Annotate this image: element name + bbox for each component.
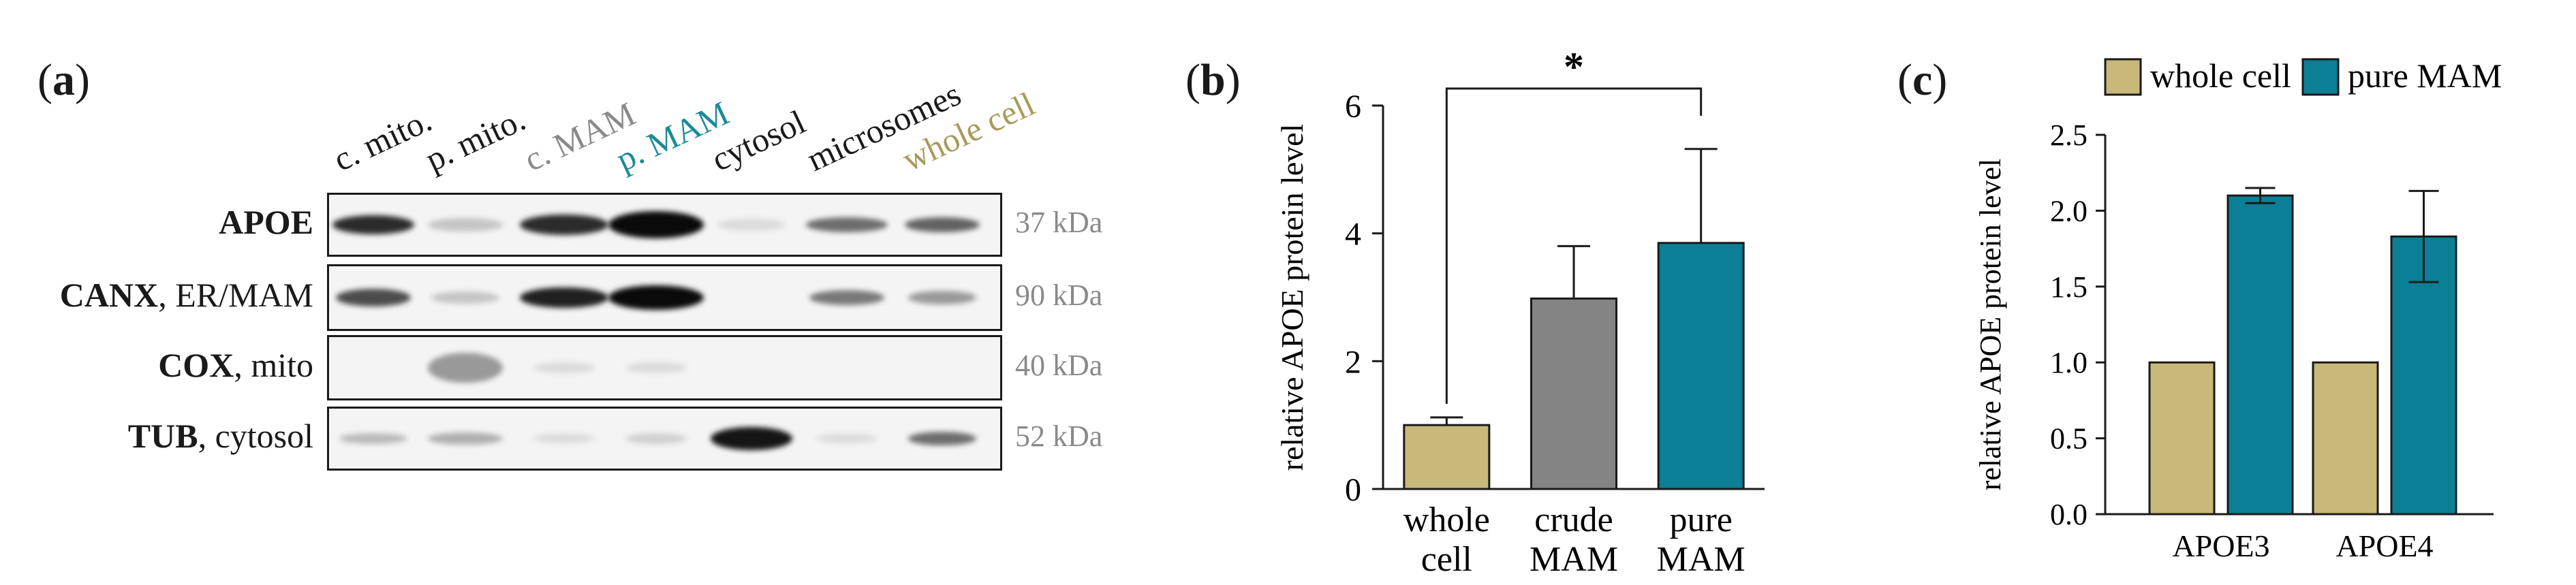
panel-a-label-letter: a: [52, 55, 75, 105]
y-tick-label: 2.0: [2050, 194, 2088, 227]
blot-band: [816, 434, 878, 443]
blot-band: [336, 289, 411, 306]
molecular-weight-label: 40 kDa: [1015, 349, 1103, 382]
legend-label: pure MAM: [2348, 57, 2502, 95]
blot-band: [428, 432, 503, 445]
panel-a-label: (a): [37, 54, 90, 106]
row-compartment: , ER/MAM: [158, 276, 313, 314]
blot-row-label: TUB, cytosol: [27, 416, 313, 456]
blot-band: [608, 211, 704, 238]
panel-c-label: (c): [1897, 54, 1947, 106]
y-tick-label: 6: [1345, 89, 1361, 125]
y-tick-label: 2.5: [2050, 118, 2088, 152]
blot-band: [520, 287, 608, 308]
panel-a-label-open: (: [37, 55, 52, 105]
blot-band: [717, 219, 786, 231]
blot-strip: [327, 264, 1002, 331]
panel-c-label-close: ): [1932, 55, 1948, 105]
blot-strip: [327, 193, 1002, 257]
lane-label: c. mito.: [327, 100, 437, 179]
legend-label: whole cell: [2150, 57, 2291, 95]
blot-band: [608, 285, 704, 310]
panel-b-label-open: (: [1185, 55, 1200, 105]
y-axis-label: relative APOE protein level: [1974, 159, 2007, 491]
bar: [2312, 361, 2379, 516]
row-protein-name: APOE: [219, 203, 313, 241]
x-tick-label: cell: [1421, 540, 1472, 579]
legend-swatch: [2301, 58, 2340, 96]
panel-c-label-open: (: [1897, 55, 1912, 105]
blot-band: [905, 217, 980, 232]
blot-band: [809, 290, 884, 305]
legend-swatch: [2104, 58, 2142, 96]
blot-band: [625, 433, 687, 444]
blot-band: [625, 362, 687, 373]
panel-b-label-letter: b: [1200, 55, 1226, 105]
blot-row-label: CANX, ER/MAM: [27, 275, 313, 315]
blot-band: [908, 291, 976, 304]
y-tick-label: 0.5: [2050, 422, 2088, 456]
bar: [2148, 361, 2216, 516]
y-tick-label: 4: [1345, 217, 1361, 253]
row-compartment: , cytosol: [198, 417, 313, 455]
blot-band: [908, 432, 976, 445]
blot-band: [520, 215, 608, 235]
x-tick-label: APOE3: [2172, 528, 2269, 563]
y-tick-label: 0: [1345, 472, 1361, 508]
blot-band: [431, 291, 499, 304]
row-protein-name: CANX: [59, 276, 159, 314]
x-tick-label: whole: [1403, 501, 1490, 539]
blot-band: [428, 353, 503, 383]
y-tick-label: 1.0: [2050, 346, 2088, 379]
blot-band: [711, 427, 792, 450]
y-tick-label: 1.5: [2050, 270, 2088, 304]
blot-strip: [327, 407, 1002, 471]
panel-b-label: (b): [1185, 54, 1241, 106]
molecular-weight-label: 52 kDa: [1015, 420, 1103, 453]
panel-a-label-close: ): [74, 55, 90, 105]
blot-row-label: APOE: [27, 202, 313, 242]
bar: [2226, 194, 2294, 516]
blot-row-label: COX, mito: [27, 345, 313, 385]
blot-band: [533, 434, 595, 443]
row-protein-name: TUB: [127, 417, 198, 455]
panel-b-label-close: ): [1225, 55, 1241, 105]
blot-strip: [327, 335, 1002, 400]
y-tick-label: 2: [1345, 344, 1361, 380]
bar: [1530, 297, 1617, 490]
significance-star: *: [1564, 44, 1584, 89]
blot-band: [533, 362, 595, 373]
chart-c: whole cell pure MAM relative APOE protein …: [1974, 57, 2502, 563]
bar: [1403, 424, 1491, 490]
blot-band: [332, 215, 414, 234]
lane-label: p. mito.: [419, 99, 531, 179]
bar: [1657, 242, 1745, 490]
x-tick-label: MAM: [1530, 540, 1618, 579]
blot-band: [806, 217, 888, 232]
row-compartment: , mito: [234, 346, 313, 384]
row-protein-name: COX: [158, 346, 234, 384]
x-tick-label: crude: [1534, 501, 1613, 539]
y-axis-label: relative APOE protein level: [1275, 124, 1309, 471]
chart-b: relative APOE protein level 0 2 4 6 wholecell…: [1275, 44, 1765, 579]
panel-c-label-letter: c: [1912, 55, 1933, 105]
molecular-weight-label: 90 kDa: [1015, 279, 1103, 312]
blot-band: [428, 218, 503, 232]
x-tick-label: pure: [1669, 501, 1732, 539]
molecular-weight-label: 37 kDa: [1015, 206, 1103, 239]
y-tick-label: 0.0: [2050, 498, 2088, 531]
blot-band: [339, 433, 407, 444]
x-tick-label: APOE4: [2336, 528, 2433, 563]
significance-bracket: [1445, 87, 1703, 404]
x-tick-label: MAM: [1657, 540, 1745, 579]
